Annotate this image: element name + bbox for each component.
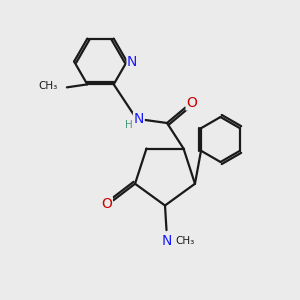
Text: CH₃: CH₃ bbox=[175, 236, 194, 247]
Text: N: N bbox=[161, 234, 172, 248]
Text: CH₃: CH₃ bbox=[38, 81, 57, 91]
Text: O: O bbox=[186, 96, 197, 110]
Text: N: N bbox=[134, 112, 144, 126]
Text: O: O bbox=[101, 197, 112, 211]
Text: N: N bbox=[127, 55, 137, 68]
Text: H: H bbox=[125, 119, 133, 130]
